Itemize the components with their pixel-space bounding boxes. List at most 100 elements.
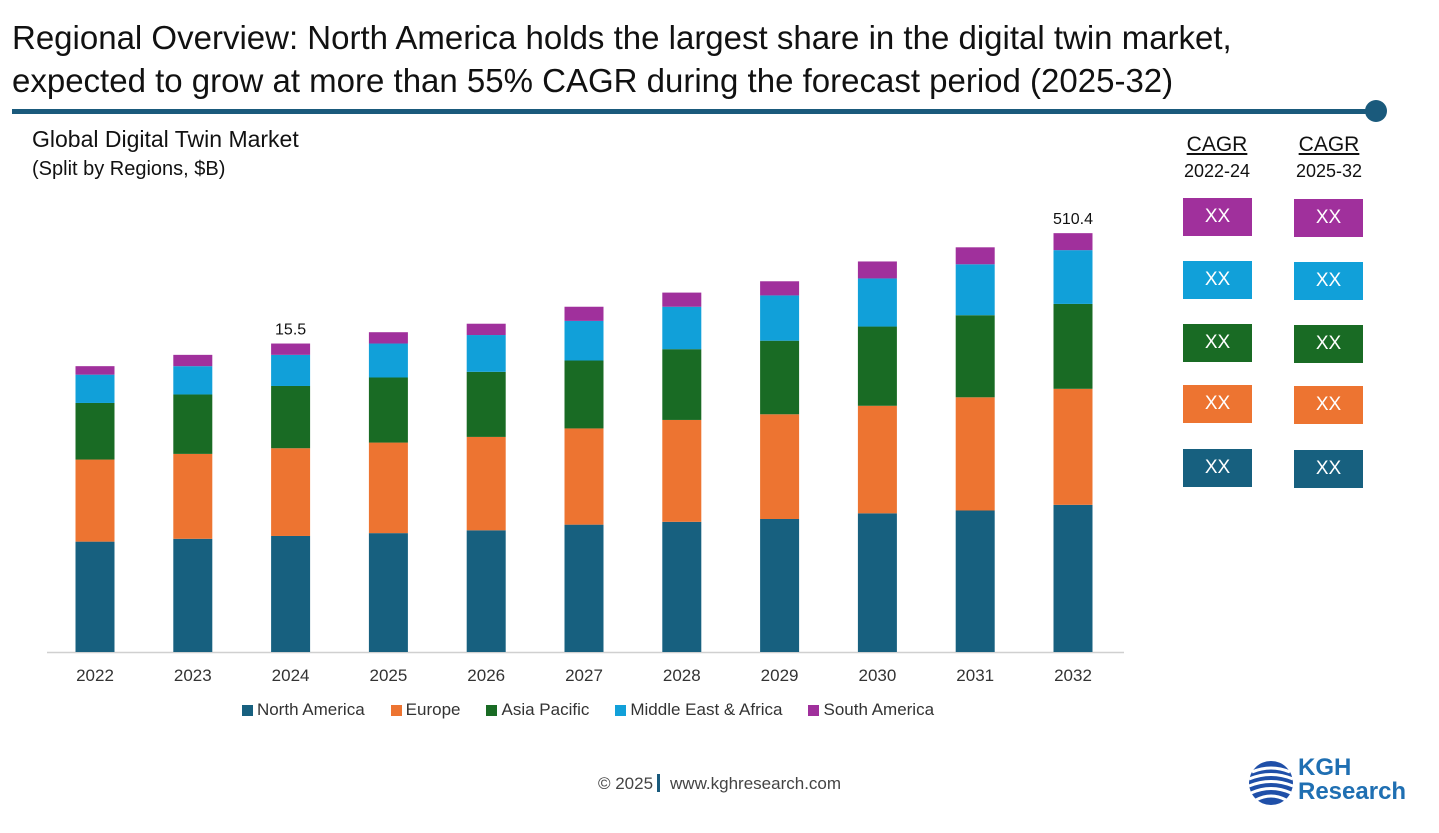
cagr-value-box: XX <box>1183 449 1252 487</box>
bar-segment-asia-pacific-2029 <box>760 340 800 415</box>
cagr-value-box: XX <box>1294 325 1363 363</box>
cagr-value-box: XX <box>1294 262 1363 300</box>
bar-segment-middle-east-africa-2031 <box>955 264 995 316</box>
bar-segment-europe-2025 <box>368 442 408 534</box>
legend-swatch <box>390 704 402 716</box>
legend-item: Europe <box>390 700 460 720</box>
cagr-value-box: XX <box>1294 450 1363 488</box>
bar-segment-middle-east-africa-2023 <box>173 366 213 395</box>
bar-segment-asia-pacific-2030 <box>857 326 897 406</box>
bar-segment-europe-2032 <box>1053 388 1093 505</box>
bar-segment-asia-pacific-2024 <box>271 385 311 449</box>
cagr-value-box: XX <box>1294 386 1363 424</box>
bar-segment-south-america-2032 <box>1053 233 1093 251</box>
footer-separator <box>657 774 661 792</box>
bar-segment-europe-2026 <box>466 436 506 531</box>
logo-line-2: Research <box>1298 778 1407 805</box>
cagr-value-box: XX <box>1183 261 1252 299</box>
x-tick-label: 2031 <box>956 666 994 685</box>
chart-title: Global Digital Twin Market <box>32 126 299 152</box>
x-tick-label: 2023 <box>174 666 212 685</box>
bar-segment-north-america-2024 <box>271 535 311 652</box>
x-tick-label: 2026 <box>467 666 505 685</box>
bar-segment-asia-pacific-2022 <box>75 402 115 460</box>
bar-segment-middle-east-africa-2029 <box>760 295 800 341</box>
legend-item: South America <box>808 700 934 720</box>
bar-segment-middle-east-africa-2028 <box>662 306 702 350</box>
cagr-period: 2022-24 <box>1183 161 1251 181</box>
bar-segment-north-america-2031 <box>955 510 995 652</box>
globe-icon <box>1248 761 1294 805</box>
legend-swatch <box>486 704 498 716</box>
bar-segment-north-america-2032 <box>1053 504 1093 652</box>
page-headline: Regional Overview: North America holds t… <box>12 16 1392 102</box>
legend-label: Asia Pacific <box>501 700 590 719</box>
x-tick-label: 2028 <box>663 666 701 685</box>
bar-segment-north-america-2030 <box>857 513 897 652</box>
headline-divider <box>12 109 1374 114</box>
bar-segment-south-america-2031 <box>955 247 995 265</box>
bar-segment-south-america-2026 <box>466 323 506 336</box>
data-label-2024: 15.5 <box>275 322 306 339</box>
x-tick-label: 2022 <box>76 666 114 685</box>
bar-segment-asia-pacific-2026 <box>466 371 506 437</box>
logo-wordmark: KGH Research <box>1298 756 1406 804</box>
bar-segment-asia-pacific-2023 <box>173 394 213 454</box>
legend-item: Asia Pacific <box>486 700 589 720</box>
bar-segment-europe-2030 <box>857 405 897 514</box>
headline-line-1: Regional Overview: North America holds t… <box>12 19 1232 56</box>
bar-segment-south-america-2025 <box>368 332 408 344</box>
cagr-header-2022-24: CAGR 2022-24 <box>1162 133 1272 182</box>
bar-segment-europe-2027 <box>564 428 604 525</box>
cagr-period: 2025-32 <box>1295 161 1363 181</box>
chart-legend: North America Europe Asia Pacific Middle Ea… <box>0 700 1176 720</box>
bar-segment-south-america-2022 <box>75 366 115 375</box>
divider-end-dot <box>1365 100 1387 122</box>
bar-segment-europe-2029 <box>760 414 800 519</box>
bar-segment-south-america-2023 <box>173 354 213 367</box>
bar-segment-middle-east-africa-2022 <box>75 374 115 403</box>
kgh-research-logo: KGH Research <box>1246 756 1426 810</box>
bar-segment-north-america-2026 <box>466 530 506 652</box>
footer: © 2025 www.kghresearch.com <box>0 774 1439 794</box>
x-tick-label: 2030 <box>858 666 896 685</box>
logo-line-1: KGH <box>1298 754 1352 781</box>
bar-segment-north-america-2022 <box>75 541 115 652</box>
cagr-label: CAGR <box>1186 133 1248 156</box>
x-tick-label: 2025 <box>369 666 407 685</box>
bar-segment-asia-pacific-2025 <box>368 377 408 443</box>
website-link[interactable]: www.kghresearch.com <box>670 774 842 793</box>
legend-label: Middle East & Africa <box>630 700 783 719</box>
bar-segment-north-america-2029 <box>760 518 800 652</box>
bar-segment-south-america-2029 <box>760 281 800 296</box>
legend-swatch <box>615 704 627 716</box>
x-tick-label: 2024 <box>272 666 310 685</box>
bar-segment-middle-east-africa-2024 <box>271 354 311 386</box>
bar-segment-middle-east-africa-2026 <box>466 335 506 372</box>
cagr-value-box: XX <box>1183 385 1252 423</box>
bar-segment-north-america-2028 <box>662 521 702 652</box>
stacked-bar-chart: 2022 2023 2024 2025 2026 2027 2028 2029 2030 2031… <box>47 211 1124 685</box>
bar-segment-europe-2022 <box>75 459 115 542</box>
bar-segment-middle-east-africa-2030 <box>857 278 897 327</box>
cagr-label: CAGR <box>1298 133 1360 156</box>
bar-segment-middle-east-africa-2027 <box>564 320 604 361</box>
bar-segment-south-america-2030 <box>857 261 897 279</box>
bar-segment-europe-2031 <box>955 397 995 511</box>
copyright-text: © 2025 <box>597 774 654 793</box>
legend-swatch <box>808 704 820 716</box>
legend-label: South America <box>823 700 935 719</box>
bar-segment-asia-pacific-2031 <box>955 315 995 398</box>
x-tick-label: 2029 <box>761 666 799 685</box>
cagr-value-box: XX <box>1183 324 1252 362</box>
x-tick-label: 2032 <box>1054 666 1092 685</box>
bar-segment-north-america-2027 <box>564 524 604 652</box>
legend-item: Middle East & Africa <box>615 700 782 720</box>
bar-segment-north-america-2023 <box>173 538 213 652</box>
bar-segment-north-america-2025 <box>368 533 408 652</box>
bar-segment-south-america-2027 <box>564 306 604 321</box>
cagr-header-2025-32: CAGR 2025-32 <box>1274 133 1384 182</box>
legend-item: North America <box>241 700 365 720</box>
bar-segment-europe-2023 <box>173 453 213 539</box>
bar-segment-middle-east-africa-2025 <box>368 343 408 378</box>
